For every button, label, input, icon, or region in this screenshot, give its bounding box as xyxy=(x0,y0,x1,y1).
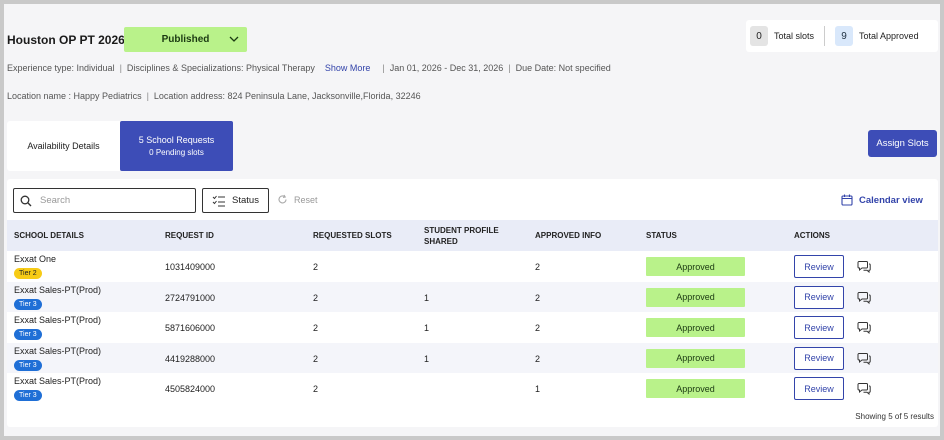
tier-badge: Tier 3 xyxy=(14,390,42,401)
student-profile-shared: 1 xyxy=(424,353,430,364)
calendar-view-link[interactable]: Calendar view xyxy=(841,194,923,206)
reset-label: Reset xyxy=(294,194,318,205)
calendar-view-label: Calendar view xyxy=(859,194,923,206)
experience-meta: Experience type: Individual | Disciplines … xyxy=(7,63,611,73)
search-box[interactable] xyxy=(13,188,196,213)
col-request-id: REQUEST ID xyxy=(165,231,214,240)
table-header: SCHOOL DETAILS REQUEST ID REQUESTED SLOT… xyxy=(7,220,938,251)
tabs: Availability Details 5 School Requests 0… xyxy=(7,121,233,171)
request-id: 4419288000 xyxy=(165,353,216,364)
requests-panel: Status Reset Calendar view SCHOOL DETAIL… xyxy=(7,179,938,427)
table-row: Exxat Sales-PT(Prod) Tier 3 4505824000 2 1 Ap… xyxy=(7,373,938,404)
requested-slots: 2 xyxy=(313,384,319,394)
status-filter-button[interactable]: Status xyxy=(202,188,269,213)
review-button[interactable]: Review xyxy=(794,285,844,309)
filter-list-icon xyxy=(212,195,226,206)
chat-icon[interactable] xyxy=(857,291,871,304)
review-button[interactable]: Review xyxy=(794,346,844,370)
show-more-link[interactable]: Show More xyxy=(324,63,371,73)
reset-button[interactable]: Reset xyxy=(277,194,318,205)
request-id: 2724791000 xyxy=(165,292,216,303)
col-student-profile-shared: STUDENT PROFILE SHARED xyxy=(424,226,499,246)
slots-summary: 0 Total slots 9 Total Approved xyxy=(746,20,938,52)
status-badge: Approved xyxy=(646,348,745,368)
tab-sublabel: 0 Pending slots xyxy=(149,148,204,157)
review-button[interactable]: Review xyxy=(794,255,844,278)
requested-slots: 2 xyxy=(313,353,319,364)
tier-badge: Tier 3 xyxy=(14,298,42,310)
search-input[interactable] xyxy=(40,195,180,206)
school-name: Exxat One xyxy=(14,254,57,264)
col-approved-info: APPROVED INFO xyxy=(535,231,602,240)
tier-badge: Tier 2 xyxy=(14,268,42,279)
table-row: Exxat One Tier 2 1031409000 2 2 Approved Revie… xyxy=(7,251,938,282)
calendar-icon xyxy=(841,194,853,206)
total-slots-count: 0 xyxy=(750,26,768,46)
status-badge: Approved xyxy=(646,287,745,307)
school-name: Exxat Sales-PT(Prod) xyxy=(14,284,102,295)
disciplines: Disciplines & Specializations: Physical … xyxy=(126,63,315,73)
status-badge: Approved xyxy=(646,379,745,398)
total-slots-label: Total slots xyxy=(774,31,815,41)
table-row: Exxat Sales-PT(Prod) Tier 3 5871606000 2 1 2 A… xyxy=(7,312,938,343)
student-profile-shared: 1 xyxy=(424,323,430,333)
tab-school-requests[interactable]: 5 School Requests 0 Pending slots xyxy=(120,121,233,171)
chat-icon[interactable] xyxy=(857,382,871,395)
assign-slots-button[interactable]: Assign Slots xyxy=(868,130,937,157)
chat-icon[interactable] xyxy=(857,260,871,273)
tier-badge: Tier 3 xyxy=(14,359,42,371)
results-count: Showing 5 of 5 results xyxy=(855,412,934,421)
approved-info: 2 xyxy=(535,323,541,333)
table-row: Exxat Sales-PT(Prod) Tier 3 4419288000 2 1 2 A… xyxy=(7,342,938,373)
location-meta: Location name : Happy Pediatrics | Locatio… xyxy=(7,91,421,101)
col-school-details: SCHOOL DETAILS xyxy=(14,231,84,240)
approved-info: 2 xyxy=(535,353,541,364)
search-icon xyxy=(20,195,32,206)
location-address: Location address: 824 Peninsula Lane, Ja… xyxy=(153,91,421,101)
requested-slots: 2 xyxy=(313,292,319,303)
chat-icon[interactable] xyxy=(857,321,871,334)
request-id: 1031409000 xyxy=(165,262,216,272)
request-id: 5871606000 xyxy=(165,323,216,333)
total-approved-count: 9 xyxy=(835,26,854,46)
location-name: Location name : Happy Pediatrics xyxy=(7,91,142,101)
status-badge: Approved xyxy=(646,257,745,276)
status-filter-label: Status xyxy=(232,195,259,206)
status-dropdown-value: Published xyxy=(161,34,210,45)
school-name: Exxat Sales-PT(Prod) xyxy=(14,315,102,325)
status-badge: Approved xyxy=(646,318,745,337)
approved-info: 2 xyxy=(535,292,541,303)
chevron-down-icon xyxy=(229,36,239,42)
student-profile-shared: 1 xyxy=(424,292,430,303)
col-requested-slots: REQUESTED SLOTS xyxy=(313,231,392,240)
school-name: Exxat Sales-PT(Prod) xyxy=(14,376,102,386)
table-row: Exxat Sales-PT(Prod) Tier 3 2724791000 2 1 2 A… xyxy=(7,281,938,312)
status-dropdown[interactable]: Published xyxy=(124,27,247,52)
experience-type: Experience type: Individual xyxy=(7,63,115,73)
tab-availability-details[interactable]: Availability Details xyxy=(7,121,120,171)
request-id: 4505824000 xyxy=(165,384,216,394)
requested-slots: 2 xyxy=(313,262,319,272)
date-range: Jan 01, 2026 - Dec 31, 2026 xyxy=(389,63,504,73)
divider xyxy=(824,26,826,46)
chat-icon[interactable] xyxy=(857,352,871,365)
due-date: Due Date: Not specified xyxy=(515,63,611,73)
approved-info: 2 xyxy=(535,262,541,272)
approved-info: 1 xyxy=(535,384,541,394)
school-name: Exxat Sales-PT(Prod) xyxy=(14,345,102,356)
total-approved-label: Total Approved xyxy=(859,31,919,41)
tab-label: 5 School Requests xyxy=(138,135,215,145)
page-title: Houston OP PT 2026 xyxy=(7,33,125,47)
tab-label: Availability Details xyxy=(27,141,100,151)
requested-slots: 2 xyxy=(313,323,319,333)
tier-badge: Tier 3 xyxy=(14,329,42,340)
review-button[interactable]: Review xyxy=(794,377,844,400)
review-button[interactable]: Review xyxy=(794,316,844,339)
col-actions: ACTIONS xyxy=(794,231,830,240)
col-status: STATUS xyxy=(646,231,677,240)
reset-icon xyxy=(278,194,287,204)
